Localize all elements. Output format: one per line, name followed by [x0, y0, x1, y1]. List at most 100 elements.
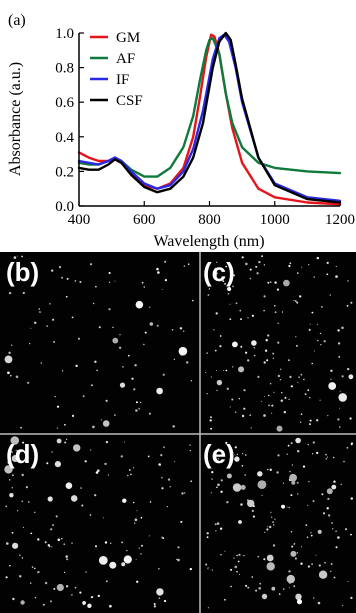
particle-dot: [94, 360, 97, 363]
particle-dot: [210, 492, 212, 494]
particle-dot: [94, 494, 97, 497]
particle-dot: [229, 318, 232, 321]
particle-dot: [320, 344, 322, 346]
micrograph-field: [201, 435, 356, 613]
particle-dot: [226, 473, 232, 479]
particle-dot: [153, 605, 156, 608]
particle-dot: [347, 367, 350, 371]
chart-panel-label: (a): [8, 12, 26, 29]
particle-dot: [51, 451, 53, 453]
particle-dot: [288, 264, 291, 268]
particle-dot: [82, 601, 86, 605]
particle-dot: [63, 571, 66, 574]
particle-dot: [11, 455, 19, 462]
particle-dot: [171, 329, 174, 331]
particle-dot: [296, 301, 299, 304]
particle-dot: [222, 280, 225, 282]
particle-dot: [282, 588, 285, 590]
particle-dot: [11, 344, 13, 346]
particle-dot: [290, 550, 297, 557]
particle-dot: [300, 373, 303, 376]
particle-dot: [271, 404, 274, 407]
particle-dot: [256, 272, 259, 275]
particle-dot: [8, 479, 11, 481]
particle-dot: [266, 468, 269, 471]
particle-dot: [135, 409, 138, 412]
particle-dot: [245, 584, 248, 587]
particle-dot: [251, 340, 257, 346]
particle-dot: [216, 379, 223, 386]
particle-dot: [330, 378, 332, 380]
particle-dot: [347, 280, 349, 282]
particle-dot: [266, 359, 269, 362]
particle-dot: [243, 555, 245, 557]
particle-dot: [350, 533, 352, 536]
particle-dot: [251, 509, 254, 512]
particle-dot: [259, 582, 262, 585]
particle-dot: [269, 525, 272, 529]
particle-dot: [40, 362, 43, 364]
particle-dot: [44, 581, 48, 585]
particle-dot: [291, 480, 296, 485]
particle-dot: [75, 364, 78, 368]
particle-dot: [280, 399, 283, 402]
particle-dot: [211, 569, 213, 571]
particle-dot: [296, 552, 299, 554]
particle-dot: [335, 546, 338, 549]
particle-dot: [30, 327, 32, 329]
particle-dot: [11, 474, 14, 477]
particle-dot: [161, 477, 163, 479]
particle-dot: [235, 302, 238, 305]
particle-dot: [239, 309, 242, 312]
particle-dot: [261, 400, 263, 402]
particle-dot: [28, 501, 30, 503]
particle-dot: [135, 300, 144, 309]
particle-dot: [226, 501, 229, 504]
particle-dot: [177, 546, 180, 549]
particle-dot: [25, 486, 28, 489]
particle-dot: [73, 444, 81, 452]
particle-dot: [141, 281, 144, 284]
particle-dot: [141, 544, 143, 547]
particle-dot: [180, 521, 182, 523]
particle-dot: [216, 486, 218, 489]
particle-dot: [331, 522, 333, 524]
particle-dot: [104, 541, 108, 544]
y-tick-label: 0.0: [55, 199, 74, 215]
particle-dot: [300, 421, 302, 423]
particle-dot: [307, 389, 310, 392]
particle-dot: [163, 599, 167, 603]
particle-dot: [31, 566, 34, 568]
particle-dot: [330, 369, 333, 372]
particle-dot: [276, 288, 279, 291]
particle-dot: [267, 281, 270, 284]
particle-dot: [208, 288, 211, 290]
particle-dot: [120, 455, 124, 458]
particle-dot: [217, 483, 220, 487]
particle-dot: [12, 597, 15, 601]
particle-dot: [209, 419, 212, 422]
particle-dot: [65, 585, 69, 588]
particle-dot: [290, 385, 293, 388]
particle-dot: [90, 449, 92, 451]
particle-dot: [326, 507, 329, 510]
particle-dot: [240, 345, 243, 348]
particle-dot: [274, 304, 276, 307]
particle-dot: [167, 478, 171, 481]
particle-dot: [66, 558, 69, 561]
particle-dot: [244, 454, 247, 456]
particle-dot: [219, 527, 223, 530]
particle-dot: [47, 496, 53, 502]
particle-dot: [297, 272, 299, 274]
particle-dot: [220, 479, 223, 482]
particle-dot: [240, 318, 242, 321]
particle-dot: [350, 301, 353, 304]
y-axis-title: Absorbance (a.u.): [7, 62, 24, 176]
particle-dot: [87, 603, 92, 608]
particle-dot: [318, 564, 321, 567]
particle-dot: [286, 453, 288, 455]
particle-dot: [311, 362, 314, 365]
particle-dot: [39, 311, 41, 313]
particle-dot: [63, 543, 65, 545]
particle-dot: [274, 311, 277, 314]
